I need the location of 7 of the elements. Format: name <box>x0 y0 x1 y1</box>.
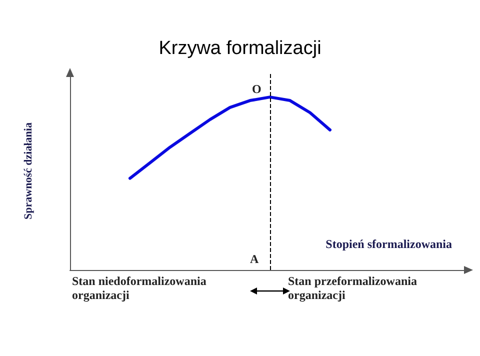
text: Stan przeformalizowania organizacji <box>288 274 420 302</box>
text: Stan niedoformalizowania organizacji <box>72 274 210 302</box>
text: O <box>252 82 262 96</box>
x-axis-title: Stopień sformalizowania <box>326 237 452 251</box>
y-axis-title: Sprawność działania <box>22 122 34 220</box>
annotation: A <box>250 252 259 266</box>
chart-title: Krzywa formalizacji <box>158 38 322 59</box>
